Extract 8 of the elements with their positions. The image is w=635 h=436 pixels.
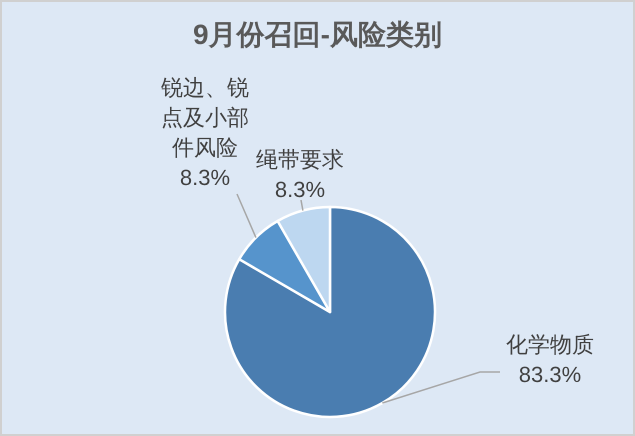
slice-label: 绳带要求 <box>256 147 344 172</box>
data-label: 8.3% <box>274 177 326 202</box>
data-label: 83.3% <box>518 362 582 387</box>
chart-title: 9月份召回-风险类别 <box>193 19 442 50</box>
data-label: 8.3% <box>180 165 230 190</box>
pie-slice <box>224 206 436 418</box>
slice-label: 化学物质 <box>506 332 594 357</box>
slice-label: 锐边、锐点及小部件风险 <box>160 75 249 160</box>
